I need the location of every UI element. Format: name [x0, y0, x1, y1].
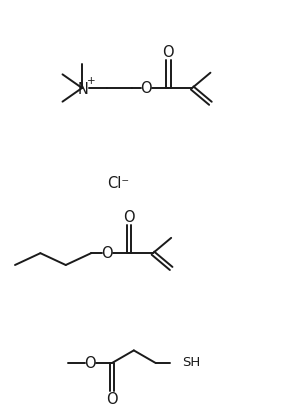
Text: O: O: [106, 392, 118, 407]
Text: O: O: [101, 246, 113, 261]
Text: SH: SH: [182, 357, 200, 369]
Text: O: O: [163, 45, 174, 60]
Text: O: O: [84, 356, 96, 370]
Text: +: +: [87, 76, 95, 86]
Text: Cl⁻: Cl⁻: [107, 176, 129, 191]
Text: O: O: [140, 80, 152, 95]
Text: O: O: [123, 210, 135, 225]
Text: N: N: [77, 81, 88, 96]
